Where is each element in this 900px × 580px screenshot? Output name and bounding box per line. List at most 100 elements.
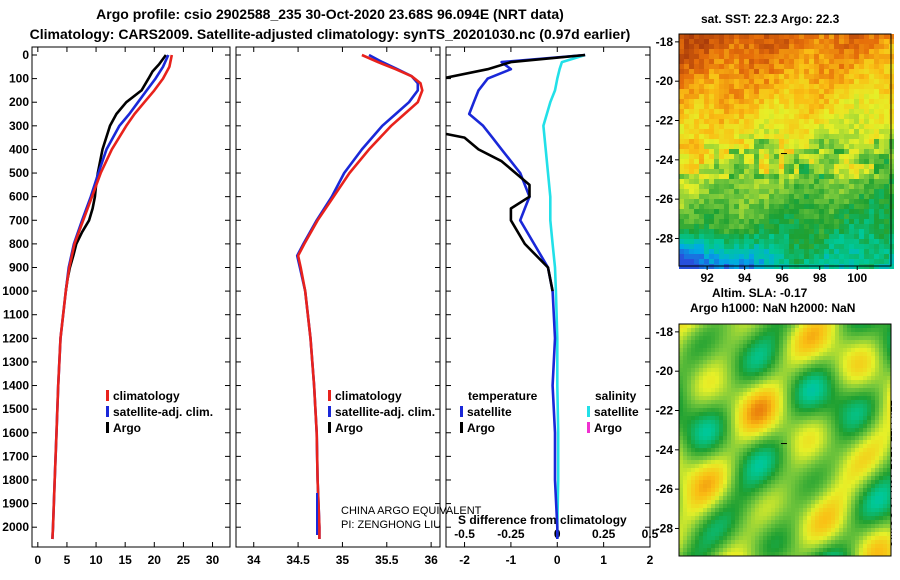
sst-cell xyxy=(769,149,774,154)
sla-cell xyxy=(851,516,855,520)
sst-cell xyxy=(859,204,864,209)
sst-cell xyxy=(809,89,814,94)
sla-cell xyxy=(791,524,795,528)
sla-cell xyxy=(803,368,807,372)
sst-cell xyxy=(784,229,789,234)
sst-cell xyxy=(854,34,859,39)
sla-cell xyxy=(771,340,775,344)
sla-cell xyxy=(823,520,827,524)
sst-cell xyxy=(869,109,874,114)
sla-cell xyxy=(867,400,871,404)
sst-cell xyxy=(879,39,884,44)
sla-cell xyxy=(719,420,723,424)
sst-cell xyxy=(849,69,854,74)
sla-cell xyxy=(835,488,839,492)
sla-cell xyxy=(883,420,887,424)
sst-cell xyxy=(729,84,734,89)
sla-cell xyxy=(691,420,695,424)
sla-cell xyxy=(863,408,867,412)
sla-cell xyxy=(827,472,831,476)
sla-cell xyxy=(791,404,795,408)
sla-cell xyxy=(815,516,819,520)
sla-cell xyxy=(775,432,779,436)
sla-cell xyxy=(743,396,747,400)
sst-cell xyxy=(794,39,799,44)
sla-cell xyxy=(687,344,691,348)
sla-cell xyxy=(783,356,787,360)
sst-cell xyxy=(864,109,869,114)
sla-cell xyxy=(747,348,751,352)
sst-cell xyxy=(849,224,854,229)
sla-cell xyxy=(871,512,875,516)
sst-cell xyxy=(829,179,834,184)
sla-cell xyxy=(859,384,863,388)
sst-cell xyxy=(694,129,699,134)
sla-cell xyxy=(731,336,735,340)
sst-cell xyxy=(709,134,714,139)
sla-cell xyxy=(819,436,823,440)
sst-cell xyxy=(799,159,804,164)
sst-cell xyxy=(869,159,874,164)
sst-cell xyxy=(754,224,759,229)
sla-cell xyxy=(799,460,803,464)
sla-cell xyxy=(875,360,879,364)
sla-cell xyxy=(831,504,835,508)
sst-cell xyxy=(704,74,709,79)
sst-cell xyxy=(874,54,879,59)
sla-cell xyxy=(819,364,823,368)
sst-cell xyxy=(679,164,684,169)
sla-cell xyxy=(799,416,803,420)
sla-cell xyxy=(863,532,867,536)
sla-cell xyxy=(755,504,759,508)
sla-cell xyxy=(815,336,819,340)
sla-cell xyxy=(799,508,803,512)
sst-cell xyxy=(699,104,704,109)
sla-cell xyxy=(699,368,703,372)
sst-cell xyxy=(824,219,829,224)
sst-cell xyxy=(719,104,724,109)
sst-cell xyxy=(809,164,814,169)
sst-cell xyxy=(814,109,819,114)
sla-cell xyxy=(759,540,763,544)
sst-cell xyxy=(849,89,854,94)
sla-cell xyxy=(715,540,719,544)
sst-cell xyxy=(704,129,709,134)
sst-cell xyxy=(879,184,884,189)
sst-cell xyxy=(789,124,794,129)
sla-cell xyxy=(715,348,719,352)
sla-cell xyxy=(831,360,835,364)
sst-cell xyxy=(779,49,784,54)
sla-cell xyxy=(763,376,767,380)
sla-cell xyxy=(687,448,691,452)
sla-cell xyxy=(727,344,731,348)
sla-cell xyxy=(835,452,839,456)
sla-cell xyxy=(775,324,779,328)
sla-cell xyxy=(883,340,887,344)
sla-cell xyxy=(883,392,887,396)
sst-cell xyxy=(849,114,854,119)
sst-cell xyxy=(819,49,824,54)
sla-cell xyxy=(679,488,683,492)
sla-cell xyxy=(727,360,731,364)
sla-cell xyxy=(791,452,795,456)
sla-cell xyxy=(687,384,691,388)
sst-cell xyxy=(864,144,869,149)
sla-cell xyxy=(843,356,847,360)
sla-cell xyxy=(863,516,867,520)
sla-cell xyxy=(847,532,851,536)
sla-cell xyxy=(875,428,879,432)
sst-cell xyxy=(849,79,854,84)
sla-cell xyxy=(819,524,823,528)
sla-cell xyxy=(739,460,743,464)
sla-cell xyxy=(839,484,843,488)
sst-cell xyxy=(839,239,844,244)
sla-cell xyxy=(871,472,875,476)
sst-cell xyxy=(814,154,819,159)
sst-cell xyxy=(754,39,759,44)
sst-cell xyxy=(884,39,889,44)
sst-cell xyxy=(754,99,759,104)
sst-cell xyxy=(789,139,794,144)
sst-cell xyxy=(719,179,724,184)
sla-cell xyxy=(859,356,863,360)
sst-cell xyxy=(699,49,704,54)
